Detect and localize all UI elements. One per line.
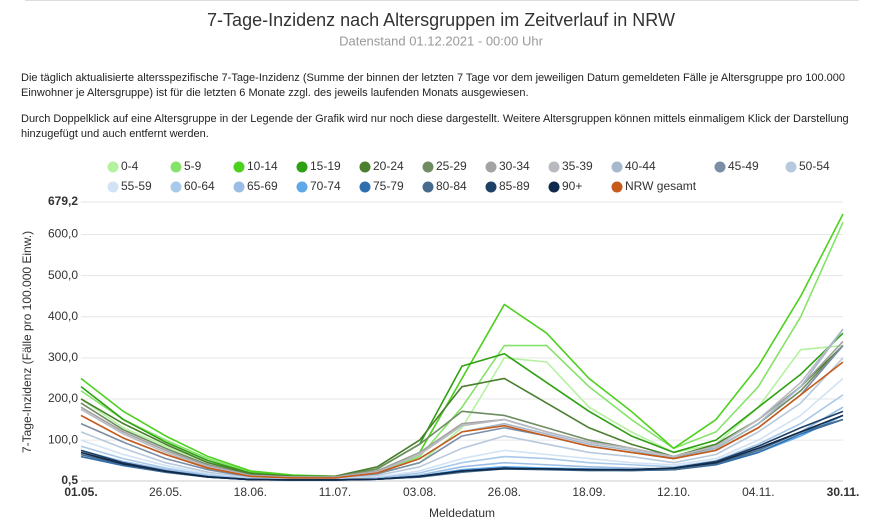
y-axis-title: 7-Tage-Inzidenz (Fälle pro 100.000 Einw.… (20, 231, 34, 453)
legend-marker[interactable] (296, 161, 308, 173)
x-tick-label: 11.07. (319, 485, 351, 499)
legend-label[interactable]: 5-9 (184, 159, 202, 173)
legend-marker[interactable] (107, 181, 119, 193)
x-tick-label: 26.08. (488, 485, 521, 499)
legend-marker[interactable] (485, 161, 497, 173)
legend-marker[interactable] (422, 161, 434, 173)
series-line (80, 221, 844, 478)
series-line (80, 361, 844, 479)
legend-label[interactable]: 85-89 (499, 179, 530, 193)
legend-label[interactable]: 60-64 (184, 179, 215, 193)
legend-marker[interactable] (359, 181, 371, 193)
legend-marker[interactable] (548, 161, 560, 173)
x-tick-label: 30.11. (827, 485, 860, 499)
series-line (80, 332, 844, 478)
legend-marker[interactable] (359, 161, 371, 173)
legend-label[interactable]: 15-19 (310, 159, 341, 173)
x-tick-label: 04.11. (742, 485, 774, 499)
y-tick-label: 679,2 (48, 194, 78, 208)
legend-marker[interactable] (170, 181, 182, 193)
legend-marker[interactable] (107, 161, 119, 173)
legend-label[interactable]: 20-24 (373, 159, 404, 173)
y-tick-label: 0,5 (61, 473, 78, 487)
legend-marker[interactable] (296, 181, 308, 193)
series-line (80, 357, 844, 480)
legend-marker[interactable] (485, 181, 497, 193)
y-tick-label: 600,0 (48, 227, 78, 241)
legend-marker[interactable] (422, 181, 434, 193)
y-tick-label: 500,0 (48, 268, 78, 282)
legend-label[interactable]: 55-59 (121, 179, 152, 193)
legend-label[interactable]: NRW gesamt (625, 179, 697, 193)
legend-marker[interactable] (548, 181, 560, 193)
chart-subtitle: Datenstand 01.12.2021 - 00:00 Uhr (339, 33, 543, 48)
series-line (80, 377, 844, 480)
legend-marker[interactable] (611, 181, 623, 193)
legend-label[interactable]: 30-34 (499, 159, 530, 173)
x-tick-label: 01.05. (64, 485, 97, 499)
legend-label[interactable]: 80-84 (436, 179, 467, 193)
y-tick-label: 300,0 (48, 350, 78, 364)
x-tick-label: 26.05. (149, 485, 182, 499)
x-tick-label: 03.08. (403, 485, 436, 499)
legend-label[interactable]: 10-14 (247, 159, 278, 173)
chart-title: 7-Tage-Inzidenz nach Altersgruppen im Ze… (207, 10, 675, 30)
legend-marker[interactable] (785, 161, 797, 173)
legend-label[interactable]: 40-44 (625, 159, 656, 173)
legend-label[interactable]: 65-69 (247, 179, 278, 193)
legend-marker[interactable] (233, 161, 245, 173)
legend-label[interactable]: 90+ (562, 179, 582, 193)
legend-marker[interactable] (714, 161, 726, 173)
legend-marker[interactable] (233, 181, 245, 193)
legend-label[interactable]: 0-4 (121, 159, 139, 173)
legend-label[interactable]: 45-49 (728, 159, 759, 173)
y-tick-label: 400,0 (48, 309, 78, 323)
legend-label[interactable]: 25-29 (436, 159, 467, 173)
note: Durch Doppelklick auf eine Altersgruppe … (21, 113, 849, 140)
series-line (80, 414, 844, 481)
legend-label[interactable]: 35-39 (562, 159, 593, 173)
x-tick-label: 12.10. (657, 485, 690, 499)
legend-marker[interactable] (611, 161, 623, 173)
legend-marker[interactable] (170, 161, 182, 173)
legend-label[interactable]: 75-79 (373, 179, 404, 193)
x-tick-label: 18.06. (234, 485, 267, 499)
series-line (80, 213, 844, 478)
series-line (80, 344, 844, 478)
y-tick-label: 200,0 (48, 391, 78, 405)
x-tick-label: 18.09. (572, 485, 605, 499)
top-rule (25, 0, 859, 1)
legend-label[interactable]: 50-54 (799, 159, 830, 173)
series-line (80, 328, 844, 479)
x-axis-title: Meldedatum (429, 506, 495, 520)
legend-label[interactable]: 70-74 (310, 179, 341, 193)
note: Die täglich aktualisierte altersspezifis… (21, 72, 846, 99)
y-tick-label: 100,0 (48, 432, 78, 446)
